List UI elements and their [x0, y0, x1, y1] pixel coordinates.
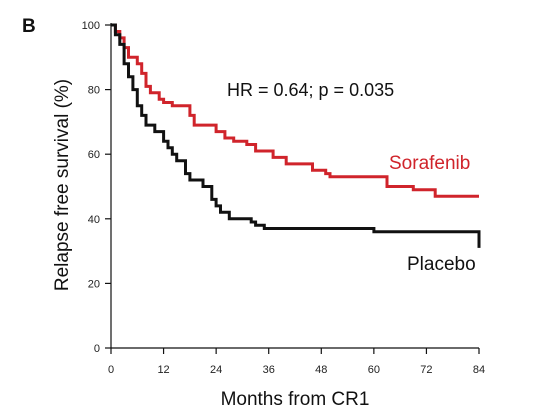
survival-curves: [111, 23, 481, 248]
y-tick-label: 60: [88, 149, 100, 161]
y-tick-label: 20: [88, 278, 100, 290]
y-tick-label: 40: [88, 214, 100, 226]
x-tick-label: 12: [157, 364, 169, 376]
y-tick-label: 0: [94, 343, 100, 355]
x-tick-label: 48: [315, 364, 327, 376]
series-label-placebo: Placebo: [407, 254, 476, 275]
y-tick-label: 100: [82, 20, 100, 32]
survival-curve-placebo: [111, 23, 481, 248]
x-tick-label: 84: [473, 364, 485, 376]
series-label-sorafenib: Sorafenib: [389, 153, 470, 174]
x-axis-title: Months from CR1: [221, 389, 370, 410]
panel-label: B: [22, 16, 36, 37]
x-tick-label: 60: [368, 364, 380, 376]
survival-curve-sorafenib: [111, 23, 479, 198]
y-axis-title: Relapse free survival (%): [52, 79, 73, 291]
x-tick-label: 72: [420, 364, 432, 376]
y-axis: 0 20 40 60 80 100: [82, 20, 112, 355]
x-tick-label: 0: [108, 364, 114, 376]
x-tick-label: 24: [210, 364, 222, 376]
x-tick-label: 36: [263, 364, 275, 376]
x-axis: 0 12 24 36 48 60 72 84: [108, 347, 485, 376]
hazard-ratio-annotation: HR = 0.64; p = 0.035: [227, 80, 394, 100]
y-tick-label: 80: [88, 85, 100, 97]
